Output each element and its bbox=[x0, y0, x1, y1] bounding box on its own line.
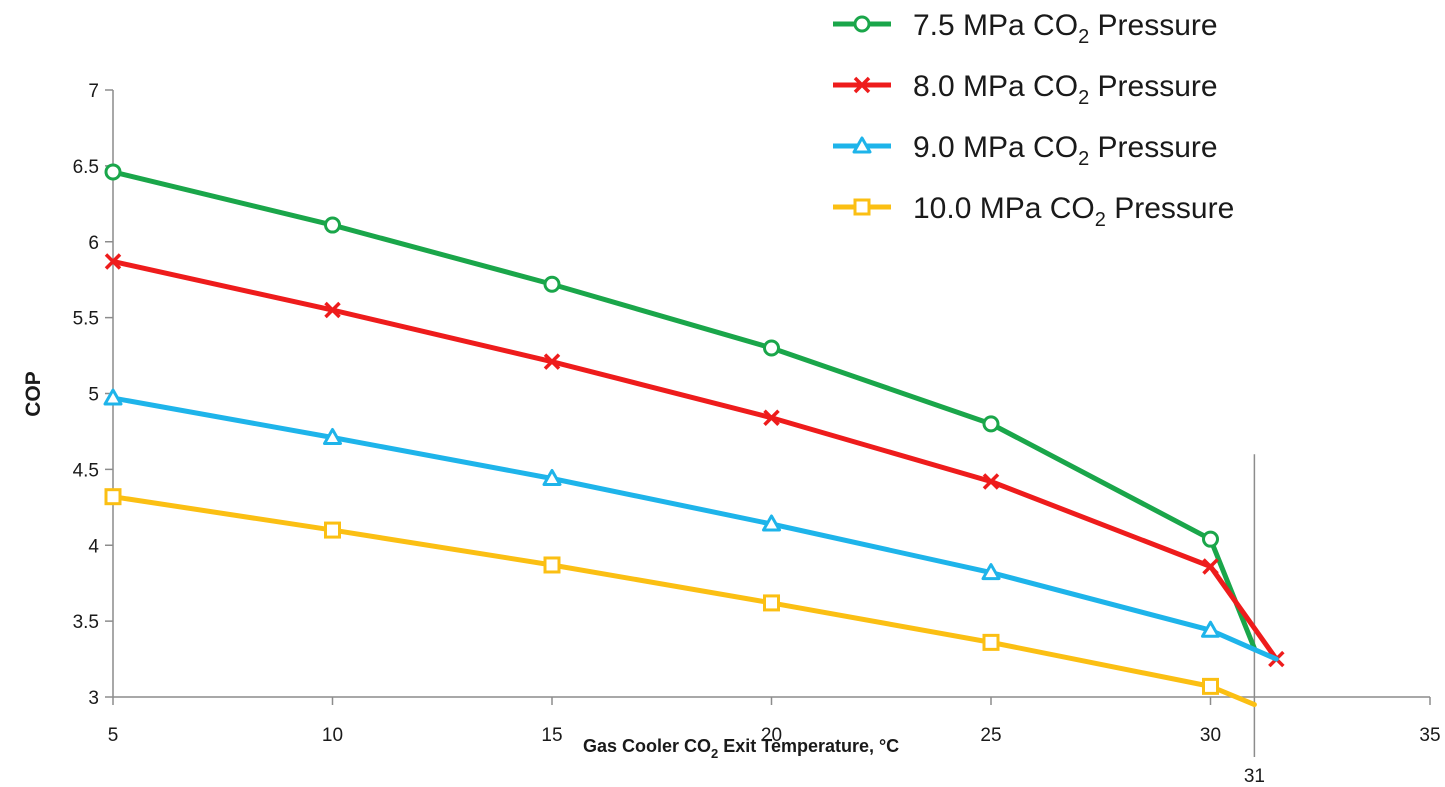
data-point bbox=[104, 163, 122, 181]
axis-titles: COP Gas Cooler CO2 Exit Temperature, °C bbox=[22, 371, 899, 761]
y-tick-label: 5 bbox=[88, 385, 99, 406]
series-line bbox=[110, 494, 1257, 708]
data-point bbox=[853, 15, 871, 33]
legend-item: 10.0 MPa CO2 Pressure bbox=[833, 192, 1234, 231]
y-tick-label: 7 bbox=[88, 81, 99, 102]
series-line bbox=[110, 395, 1279, 662]
legend-label: 10.0 MPa CO2 Pressure bbox=[913, 192, 1234, 231]
data-point bbox=[1202, 558, 1219, 575]
series bbox=[104, 163, 1257, 651]
data-point bbox=[982, 415, 1000, 433]
x-tick-label: 30 bbox=[1200, 725, 1221, 746]
data-point bbox=[103, 388, 123, 406]
y-tick-label: 3 bbox=[88, 688, 99, 709]
reference-line-label: 31 bbox=[1244, 766, 1265, 787]
x-tick-label: 35 bbox=[1419, 725, 1440, 746]
x-axis-title: Gas Cooler CO2 Exit Temperature, °C bbox=[583, 736, 899, 761]
series bbox=[104, 253, 1285, 668]
y-tick-label: 5.5 bbox=[73, 309, 99, 330]
legend-label: 7.5 MPa CO2 Pressure bbox=[913, 9, 1218, 48]
data-point bbox=[324, 301, 341, 319]
data-point bbox=[853, 198, 871, 216]
series bbox=[104, 488, 1257, 708]
data-point bbox=[763, 409, 780, 427]
data-point bbox=[543, 353, 561, 370]
x-tick-label: 10 bbox=[322, 725, 343, 746]
data-point bbox=[104, 253, 122, 270]
y-tick-label: 6 bbox=[88, 233, 99, 254]
data-point bbox=[323, 428, 342, 446]
series-line bbox=[110, 169, 1257, 651]
legend-item: 7.5 MPa CO2 Pressure bbox=[833, 9, 1218, 48]
data-point bbox=[543, 275, 561, 293]
data-point bbox=[1202, 530, 1219, 548]
data-point bbox=[763, 594, 780, 612]
data-point bbox=[762, 514, 781, 532]
data-point bbox=[763, 339, 780, 357]
series-group bbox=[103, 163, 1285, 708]
x-tick-label: 5 bbox=[108, 725, 119, 746]
data-point bbox=[982, 633, 1000, 651]
data-point bbox=[981, 563, 1001, 581]
legend-label: 8.0 MPa CO2 Pressure bbox=[913, 70, 1218, 109]
data-point bbox=[982, 473, 1000, 490]
data-point bbox=[104, 488, 122, 506]
legend-item: 9.0 MPa CO2 Pressure bbox=[833, 131, 1218, 170]
data-point bbox=[852, 136, 872, 154]
y-tick-label: 3.5 bbox=[73, 612, 99, 633]
legend: 7.5 MPa CO2 Pressure 8.0 MPa CO2 Pressure… bbox=[833, 9, 1234, 231]
data-point bbox=[542, 468, 562, 486]
legend-label: 9.0 MPa CO2 Pressure bbox=[913, 131, 1218, 170]
data-point bbox=[543, 556, 561, 574]
x-tick-label: 25 bbox=[980, 725, 1001, 746]
x-tick-label: 15 bbox=[541, 725, 562, 746]
y-tick-label: 4 bbox=[88, 536, 99, 557]
data-point bbox=[324, 521, 341, 539]
y-tick-label: 6.5 bbox=[73, 157, 99, 178]
data-point bbox=[1202, 677, 1219, 695]
data-point bbox=[1201, 620, 1220, 638]
axes: 3 3.5 4 4.5 5 5.5 6 6.5 7 5 10 15 20 25 30 35 bbox=[73, 81, 1441, 746]
data-point bbox=[324, 216, 341, 234]
legend-item: 8.0 MPa CO2 Pressure bbox=[833, 70, 1218, 109]
series bbox=[103, 388, 1279, 662]
data-point bbox=[853, 76, 871, 94]
x-tick-label: 20 bbox=[761, 725, 782, 746]
y-tick-label: 4.5 bbox=[73, 460, 99, 481]
y-axis-title: COP bbox=[22, 371, 45, 417]
